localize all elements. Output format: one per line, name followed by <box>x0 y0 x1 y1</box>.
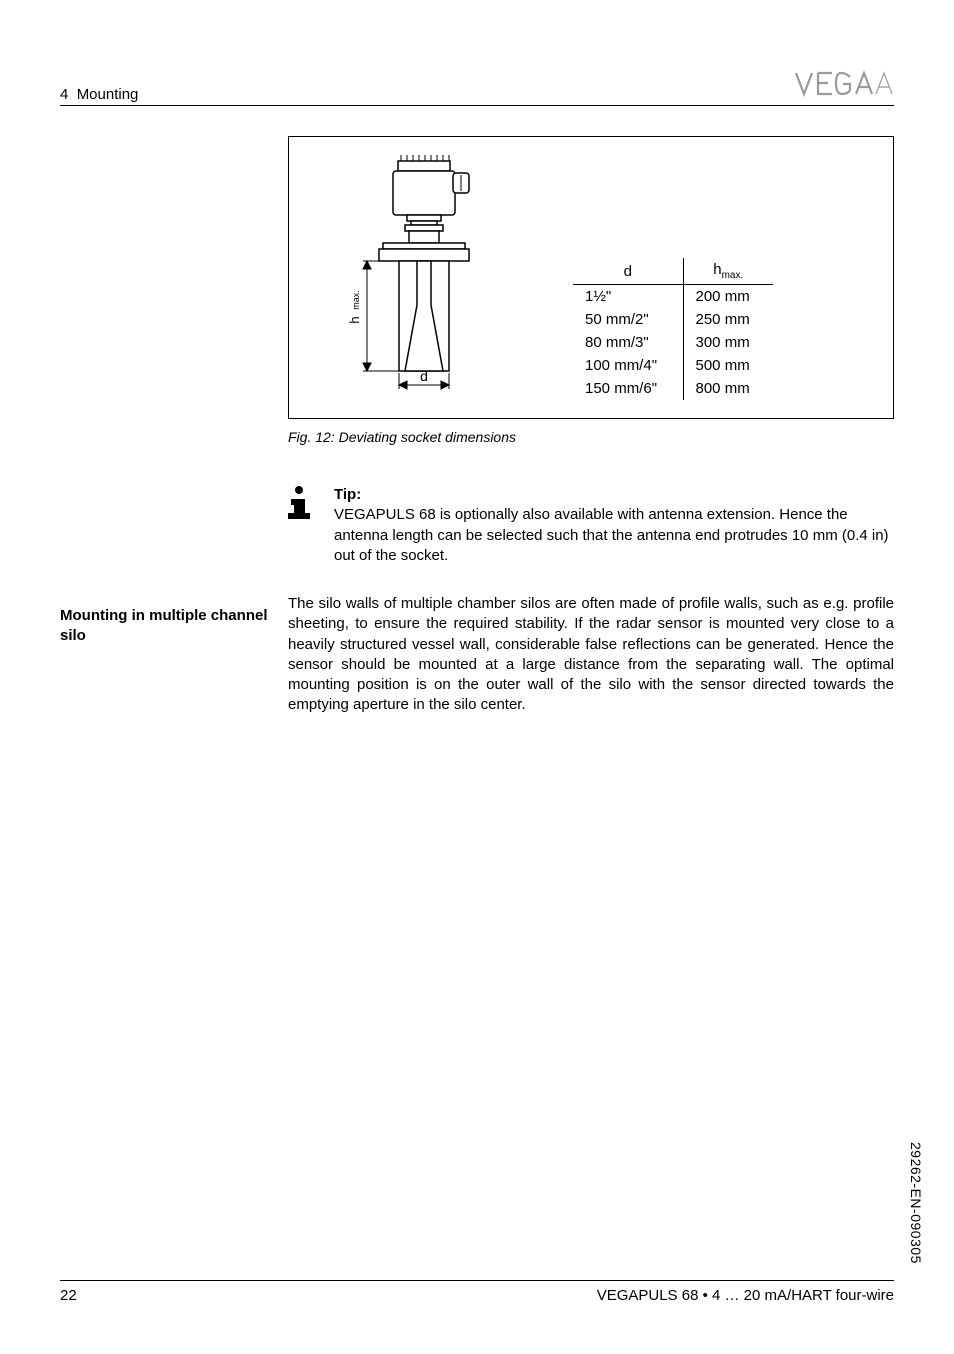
tip-text: VEGAPULS 68 is optionally also available… <box>334 506 889 564</box>
device-diagram-icon: h max. d <box>313 155 543 400</box>
section2-body: The silo walls of multiple chamber silos… <box>288 594 894 716</box>
table-row: 100 mm/4"500 mm <box>573 354 773 377</box>
section-title: Mounting <box>77 86 139 103</box>
page: 4 Mounting Mounting in multiple channel … <box>0 0 954 1354</box>
document-code: 29262-EN-090305 <box>908 1142 924 1264</box>
side-heading: Mounting in multiple channel silo <box>60 606 270 645</box>
tip-body: Tip: VEGAPULS 68 is optionally also avai… <box>334 485 894 566</box>
table-row: 50 mm/2"250 mm <box>573 308 773 331</box>
table-header-h: hmax. <box>683 258 773 285</box>
table-row: 150 mm/6"800 mm <box>573 377 773 400</box>
table-row: 80 mm/3"300 mm <box>573 331 773 354</box>
hmax-label-sub: max. <box>351 290 361 310</box>
info-icon <box>288 485 318 566</box>
svg-text:h: h <box>347 316 362 323</box>
document-title: VEGAPULS 68 • 4 … 20 mA/HART four-wire <box>597 1287 894 1304</box>
page-header: 4 Mounting <box>60 70 894 106</box>
figure-caption: Fig. 12: Deviating socket dimensions <box>288 429 894 445</box>
vega-logo-icon <box>794 70 894 98</box>
section-number: 4 <box>60 86 68 103</box>
page-footer: 22 VEGAPULS 68 • 4 … 20 mA/HART four-wir… <box>60 1280 894 1304</box>
figure-box: h max. d <box>288 136 894 419</box>
hmax-label-prefix: h <box>347 316 362 323</box>
brand-logo <box>794 70 894 103</box>
tip-title: Tip: <box>334 486 361 503</box>
main-column: h max. d <box>288 136 894 716</box>
page-number: 22 <box>60 1287 77 1304</box>
tip-block: Tip: VEGAPULS 68 is optionally also avai… <box>288 485 894 566</box>
table-header-d: d <box>573 258 683 285</box>
d-label: d <box>420 368 428 384</box>
margin-column: Mounting in multiple channel silo <box>60 136 270 716</box>
content-area: Mounting in multiple channel silo <box>60 136 894 716</box>
header-section: 4 Mounting <box>60 86 138 103</box>
dimension-table: d hmax. 1½"200 mm 50 mm/2"250 mm 80 mm/3… <box>573 258 773 400</box>
table-row: 1½"200 mm <box>573 285 773 309</box>
